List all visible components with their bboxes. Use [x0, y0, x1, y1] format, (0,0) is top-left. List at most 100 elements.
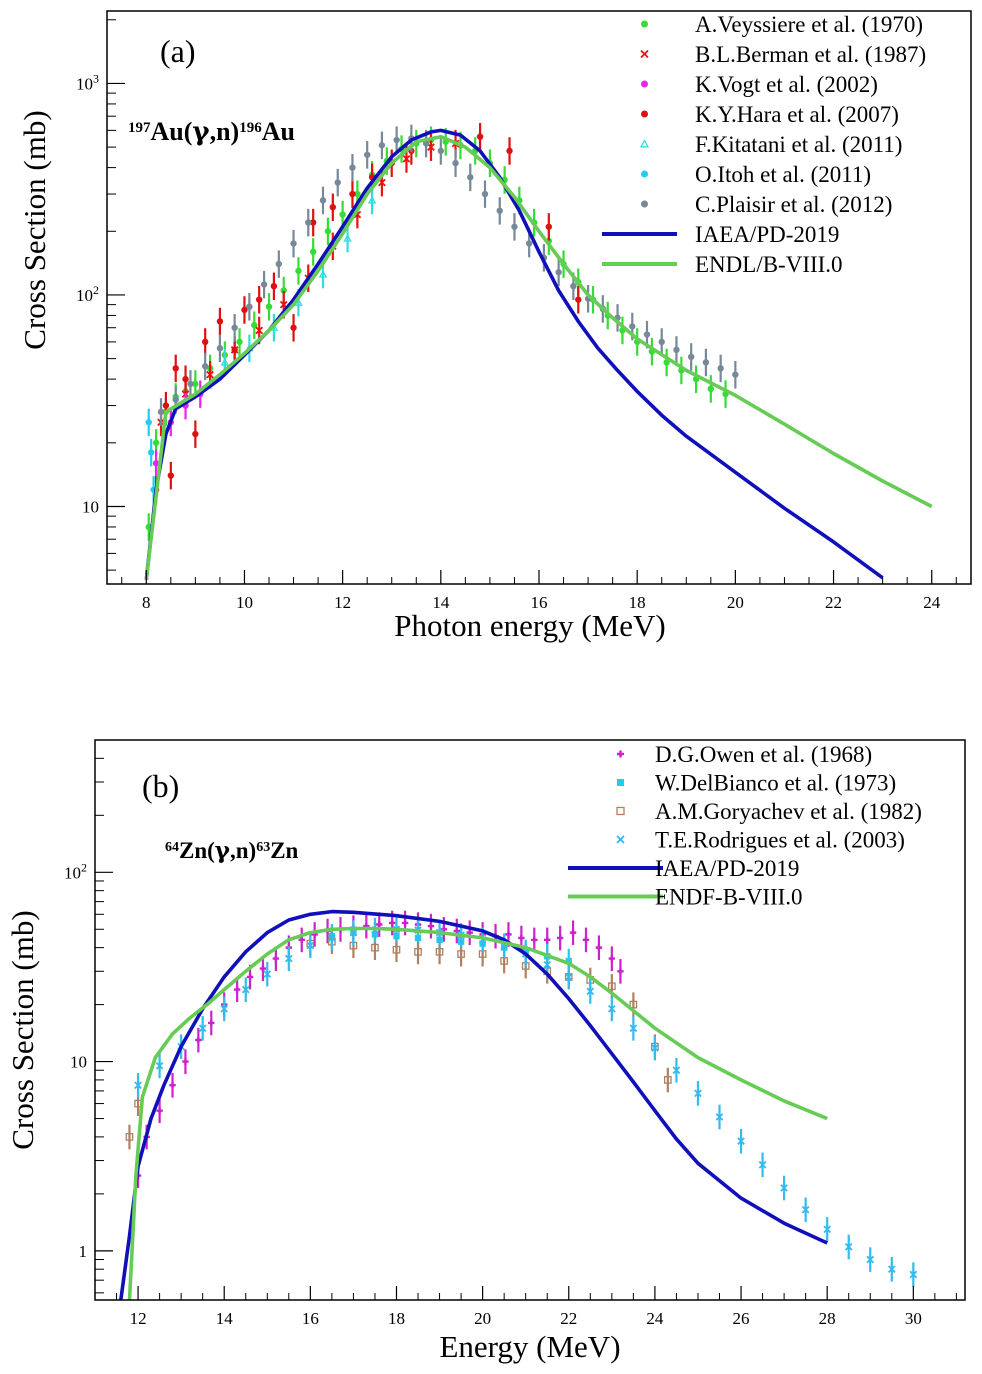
- data-point: [192, 380, 199, 388]
- legend-item: K.Y.Hara et al. (2007): [641, 102, 899, 127]
- data-point: [575, 296, 582, 303]
- data-point: [737, 1137, 745, 1145]
- y-tick-label: 102: [76, 283, 99, 305]
- legend-label: A.M.Goryachev et al. (1982): [655, 799, 922, 824]
- x-tick-label: 16: [302, 1309, 319, 1328]
- x-tick-label: 14: [216, 1309, 234, 1328]
- data-point: [208, 1019, 215, 1027]
- data-point: [525, 240, 533, 247]
- legend-symbol: [616, 835, 625, 844]
- data-point: [295, 267, 302, 275]
- legend-label: ENDF-B-VIII.0: [655, 885, 803, 910]
- data-point: [629, 1000, 638, 1009]
- reaction-label-a: 197Au(γ,n)196Au: [128, 117, 295, 147]
- data-point: [392, 945, 401, 954]
- x-axis-title-b: Energy (MeV): [439, 1329, 620, 1364]
- data-point: [157, 408, 165, 416]
- data-point: [414, 947, 422, 956]
- data-point: [216, 318, 224, 325]
- data-point: [367, 195, 377, 204]
- data-point: [201, 338, 209, 346]
- data-point: [545, 223, 553, 230]
- data-point: [156, 1107, 163, 1114]
- data-point: [717, 365, 724, 372]
- y-tick-label: 10: [70, 1053, 87, 1072]
- data-point: [134, 1081, 142, 1090]
- legend-label: O.Itoh et al. (2011): [695, 162, 871, 187]
- y-tick-label: 10: [82, 497, 99, 516]
- data-point: [162, 402, 170, 409]
- data-point: [402, 155, 411, 163]
- data-point: [476, 133, 484, 140]
- legend: A.Veyssiere et al. (1970) B.L.Berman et a…: [602, 12, 926, 277]
- x-tick-label: 24: [923, 593, 941, 612]
- panel-label-b: (b): [142, 768, 179, 804]
- x-tick-label: 8: [142, 593, 151, 612]
- data-point: [255, 296, 263, 303]
- data-point: [305, 219, 312, 226]
- data-point: [152, 439, 160, 446]
- legend-item: F.Kitatani et al. (2011): [639, 132, 902, 157]
- data-point: [586, 987, 595, 996]
- data-point: [309, 248, 317, 255]
- legend-symbol: [641, 170, 648, 178]
- data-point: [607, 982, 616, 991]
- x-tick-label: 18: [388, 1309, 405, 1328]
- x-tick-label: 28: [819, 1309, 836, 1328]
- legend-label: B.L.Berman et al. (1987): [695, 42, 926, 67]
- legend-symbol: [641, 80, 648, 88]
- data-point: [376, 921, 383, 928]
- data-point: [172, 365, 179, 372]
- x-tick-label: 24: [646, 1309, 664, 1328]
- legend-item: ENDF-B-VIII.0: [568, 885, 803, 910]
- data-point: [629, 323, 636, 330]
- data-point: [570, 282, 577, 290]
- x-tick-label: 20: [727, 593, 744, 612]
- data-point: [707, 385, 715, 393]
- panel-a: 8 10 12 14 16 18 20 22 24 10 102 103 (a) 197Au(γ,n)…: [17, 10, 972, 643]
- data-point: [651, 1044, 659, 1052]
- data-point: [518, 934, 525, 942]
- data-point: [272, 955, 280, 962]
- data-point: [259, 965, 267, 972]
- data-point: [354, 190, 361, 198]
- data-point: [457, 950, 465, 958]
- data-point: [555, 269, 562, 276]
- legend-label: IAEA/PD-2019: [695, 222, 839, 247]
- series-k-y-hara-et-al-2007: [152, 123, 582, 504]
- data-point: [275, 260, 283, 268]
- series-a-veyssiere-et-al-1970: [145, 126, 729, 541]
- data-point: [246, 303, 253, 310]
- data-point: [172, 396, 179, 403]
- data-point: [241, 985, 250, 994]
- x-tick-label: 18: [629, 593, 646, 612]
- legend-symbol: [639, 139, 650, 148]
- data-point: [531, 936, 538, 943]
- data-point: [378, 142, 386, 149]
- data-point: [236, 338, 243, 346]
- data-point: [643, 331, 651, 338]
- legend-item: A.Veyssiere et al. (1970): [641, 12, 923, 37]
- data-point: [152, 460, 160, 467]
- data-point: [607, 1004, 616, 1013]
- legend-item: T.E.Rodrigues et al. (2003): [616, 828, 905, 853]
- data-point: [349, 190, 356, 198]
- legend-label: W.DelBianco et al. (1973): [655, 771, 896, 796]
- y-tick-label: 102: [64, 860, 87, 882]
- data-point: [220, 1004, 229, 1013]
- y-axis-title-a: Cross Section (mb): [17, 110, 52, 349]
- y-tick-label: 103: [76, 71, 99, 93]
- data-point: [823, 1225, 832, 1234]
- x-tick-label: 30: [905, 1309, 922, 1328]
- data-point: [617, 968, 624, 975]
- data-point: [401, 919, 409, 927]
- data-point: [565, 957, 572, 965]
- data-point: [298, 936, 305, 943]
- data-point: [182, 1058, 189, 1065]
- data-point: [658, 338, 665, 346]
- legend: D.G.Owen et al. (1968) W.DelBianco et al.…: [568, 742, 922, 910]
- data-point: [241, 306, 248, 314]
- data-point: [231, 346, 238, 354]
- x-axis-title-a: Photon energy (MeV): [394, 608, 666, 643]
- data-point: [328, 934, 336, 942]
